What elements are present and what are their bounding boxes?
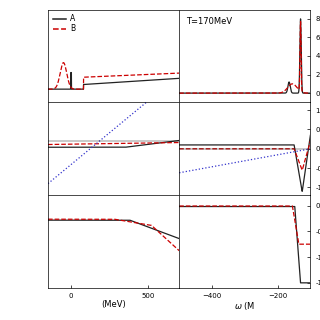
- X-axis label: $\omega$ (M: $\omega$ (M: [234, 300, 255, 312]
- Legend: A, B: A, B: [52, 13, 76, 34]
- X-axis label: (MeV): (MeV): [101, 300, 126, 309]
- Text: T=170MeV: T=170MeV: [186, 17, 232, 26]
